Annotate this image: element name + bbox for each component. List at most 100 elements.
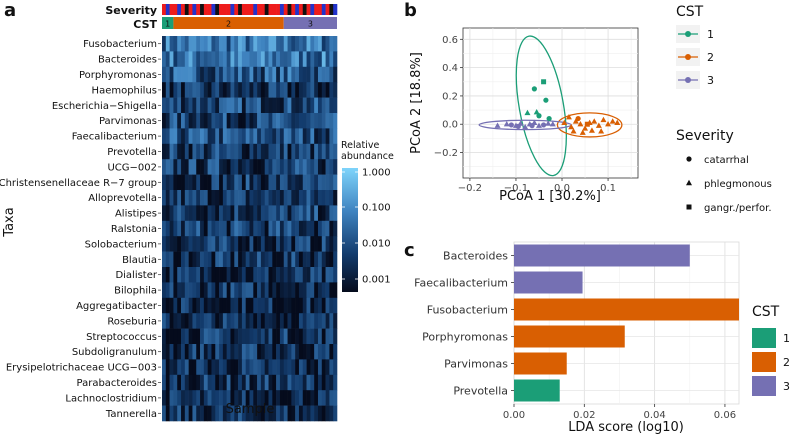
pcoa-severity-legend-title: Severity bbox=[676, 128, 734, 144]
heat-cell bbox=[169, 159, 174, 175]
heat-cell bbox=[291, 251, 296, 268]
heat-cell bbox=[333, 143, 338, 160]
heat-cell bbox=[177, 359, 182, 376]
heat-cell bbox=[203, 220, 208, 237]
heat-cell bbox=[298, 344, 304, 360]
heat-cell bbox=[333, 297, 338, 314]
heat-cell bbox=[192, 220, 197, 237]
heat-cell bbox=[298, 190, 304, 206]
heat-cell bbox=[325, 390, 330, 406]
heat-cell bbox=[272, 374, 277, 391]
heat-cell bbox=[162, 128, 167, 145]
heat-cell bbox=[226, 190, 231, 206]
heat-cell bbox=[245, 405, 250, 422]
heat-cell bbox=[264, 282, 269, 299]
heat-cell bbox=[264, 51, 269, 68]
heat-cell bbox=[181, 205, 186, 222]
heat-cell bbox=[317, 36, 323, 52]
heat-cell bbox=[215, 220, 220, 237]
heat-cell bbox=[249, 359, 254, 376]
heat-cell bbox=[196, 205, 201, 222]
heat-cell bbox=[249, 297, 254, 314]
legend-item-label: 3 bbox=[707, 74, 714, 87]
heat-cell bbox=[211, 143, 216, 160]
heat-cell bbox=[173, 374, 178, 391]
severity-cell bbox=[249, 4, 254, 15]
heat-cell bbox=[321, 251, 326, 268]
heat-cell bbox=[306, 359, 311, 376]
heat-cell bbox=[219, 97, 224, 114]
pcoa-cst-legend: 1 2 3 bbox=[676, 25, 714, 89]
heat-cell bbox=[329, 51, 334, 68]
legend-key-point bbox=[685, 54, 691, 60]
heat-cell bbox=[295, 36, 300, 52]
heat-cell bbox=[177, 390, 182, 406]
heat-cell bbox=[272, 82, 277, 98]
heat-cell bbox=[192, 236, 197, 252]
heatmap-colorbar bbox=[342, 168, 358, 292]
heat-cell bbox=[283, 190, 288, 206]
heat-cell bbox=[287, 97, 292, 114]
heat-cell bbox=[169, 251, 174, 268]
heat-cell bbox=[238, 113, 243, 129]
heat-cell bbox=[196, 220, 201, 237]
colorbar-tick-label: 1.000 bbox=[362, 168, 391, 179]
heat-cell bbox=[230, 267, 235, 283]
heat-cell bbox=[192, 36, 197, 52]
lda-plot-background bbox=[513, 241, 740, 405]
taxon-label: Subdoligranulum bbox=[72, 347, 157, 358]
heat-cell bbox=[283, 405, 288, 422]
heat-cell bbox=[287, 174, 292, 191]
heat-cell bbox=[317, 328, 323, 345]
heat-cell bbox=[268, 359, 273, 376]
heat-cell bbox=[279, 390, 285, 406]
heat-cell bbox=[314, 190, 319, 206]
heat-cell bbox=[234, 82, 239, 98]
pcoa-grid bbox=[463, 28, 638, 178]
heat-cell bbox=[298, 236, 304, 252]
heat-cell bbox=[207, 251, 212, 268]
heat-cell bbox=[173, 143, 178, 160]
heat-cell bbox=[260, 236, 266, 252]
heat-cell bbox=[211, 205, 216, 222]
heat-cell bbox=[260, 128, 266, 145]
heat-cell bbox=[207, 51, 212, 68]
heat-cell bbox=[165, 97, 170, 114]
heat-cell bbox=[333, 97, 338, 114]
heat-cell bbox=[260, 66, 266, 83]
heat-cell bbox=[222, 82, 227, 98]
heat-cell bbox=[260, 328, 266, 345]
lda-category-label: Faecalibacterium bbox=[414, 277, 508, 290]
taxon-label: Erysipelotrichaceae UCG−003 bbox=[6, 363, 157, 374]
heat-cell bbox=[260, 36, 266, 52]
cst-block-label: 1 bbox=[165, 20, 170, 29]
heat-cell bbox=[177, 66, 182, 83]
heat-cell bbox=[317, 297, 323, 314]
heat-cell bbox=[272, 174, 277, 191]
heat-cell bbox=[306, 344, 311, 360]
heat-cell bbox=[177, 159, 182, 175]
heat-cell bbox=[207, 328, 212, 345]
heat-cell bbox=[192, 359, 197, 376]
heat-cell bbox=[245, 128, 250, 145]
heat-cell bbox=[230, 390, 235, 406]
severity-cell bbox=[329, 4, 334, 15]
heat-cell bbox=[226, 159, 231, 175]
heat-cell bbox=[253, 282, 258, 299]
heat-cell bbox=[306, 236, 311, 252]
heat-cell bbox=[295, 66, 300, 83]
heat-cell bbox=[165, 251, 170, 268]
pcoa-severity-legend: catarrhal phlegmonous gangr./perfor. bbox=[686, 155, 772, 214]
heat-cell bbox=[264, 313, 269, 329]
severity-cell bbox=[306, 4, 311, 15]
heat-cell bbox=[272, 297, 277, 314]
heat-cell bbox=[200, 66, 205, 83]
heat-cell bbox=[234, 220, 239, 237]
heat-cell bbox=[200, 143, 205, 160]
heat-cell bbox=[230, 236, 235, 252]
heat-cell bbox=[173, 297, 178, 314]
heat-cell bbox=[325, 220, 330, 237]
heat-cell bbox=[298, 328, 304, 345]
severity-cell bbox=[295, 4, 300, 15]
severity-cell bbox=[287, 4, 292, 15]
